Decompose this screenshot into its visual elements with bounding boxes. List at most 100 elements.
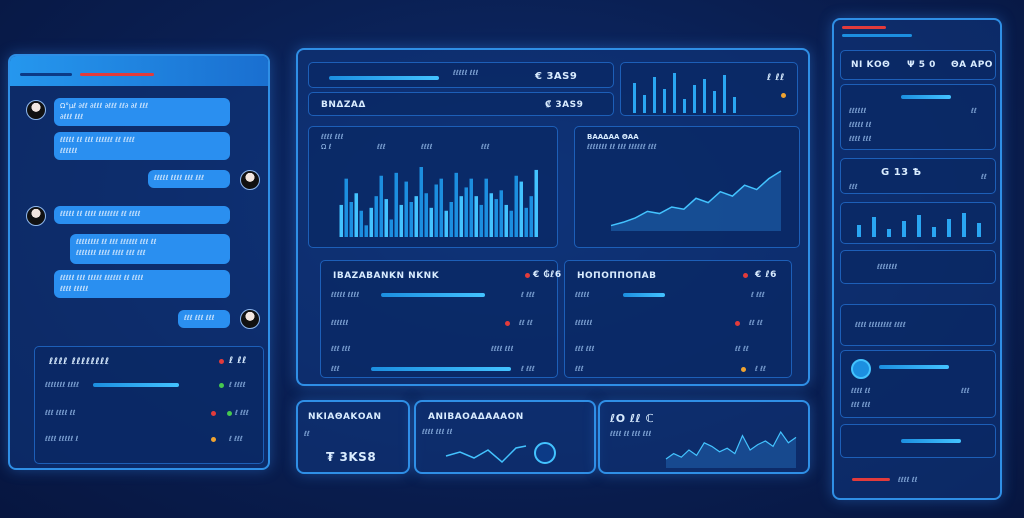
table-row-value: ℓℓ ℓℓ	[735, 345, 749, 353]
side-header-value: ΝΙ ΚΟΘ	[851, 60, 891, 70]
bar	[359, 210, 363, 237]
card-subtitle: ℓℓ	[304, 430, 310, 438]
status-dot-orange	[741, 367, 746, 372]
card-value: ₮ 3ΚЅ8	[326, 450, 377, 464]
status-dot-red	[525, 273, 530, 278]
bar	[409, 202, 413, 237]
side-list-card: ℓℓℓℓℓℓ ℓℓℓℓℓ ℓℓ ℓℓℓℓ ℓℓℓ ℓℓ	[840, 84, 996, 150]
side-indicator	[842, 26, 886, 29]
chart-title: ΒΑΑΔΑΑ ΘΑΑ	[587, 133, 639, 141]
chat-panel: Ω°μℓ ∂ℓℓ ∂ℓℓℓ ∂ℓℓℓ ℓℓ∂ ∂ℓ ℓℓℓ ∂ℓℓℓ ℓℓℓ ℓ…	[8, 54, 270, 470]
table-row-label: ℓℓℓℓℓ	[575, 291, 590, 299]
mini-bar	[713, 91, 716, 113]
bar	[494, 199, 498, 237]
mini-bar	[723, 75, 726, 113]
bar	[449, 202, 453, 237]
avatar	[26, 100, 46, 120]
mini-bar	[663, 89, 666, 113]
profile-detail: ℓℓℓℓ ℓℓ	[851, 387, 871, 395]
table-row-value: ℓℓℓℓ ℓℓℓ	[491, 345, 514, 353]
mini-bar	[653, 77, 656, 113]
line-chart	[665, 430, 797, 468]
status-dot-orange	[211, 437, 216, 442]
bar	[389, 219, 393, 237]
bar	[439, 178, 443, 237]
bar	[379, 175, 383, 237]
bar	[374, 196, 378, 237]
bar	[364, 225, 368, 237]
side-bars-card	[840, 202, 996, 244]
stats-row-value: ℓ ℓℓℓ	[229, 435, 243, 443]
bar	[349, 202, 353, 237]
summary-card[interactable]: ΝΚΙΑΘΑΚΟΑΝ ℓℓ ₮ 3ΚЅ8	[296, 400, 410, 474]
bar	[354, 193, 358, 237]
side-footer-text: ℓℓℓℓ ℓℓ	[898, 476, 918, 484]
chat-message: ℓℓℓ ℓℓℓ ℓℓℓ	[178, 310, 230, 328]
status-dot-red	[505, 321, 510, 326]
avatar	[240, 309, 260, 329]
side-stat-card: G 13 Ѣ ℓℓℓ ℓℓ	[840, 158, 996, 194]
card-title: ΑΝΙΒΑΟΑΔΑΑΑΟΝ	[428, 412, 524, 422]
side-bar	[857, 225, 861, 237]
refresh-icon[interactable]	[534, 442, 556, 464]
table-row-value: ℓ ℓℓℓ	[521, 365, 535, 373]
table-row-value: ℓℓ ℓℓ	[519, 319, 533, 327]
side-bar	[932, 227, 936, 237]
side-bar	[887, 229, 891, 237]
mini-bar	[693, 85, 696, 113]
table-row-bar	[371, 367, 511, 371]
side-bar-chart	[857, 213, 981, 237]
stats-row-label: ℓℓℓℓℓℓℓ ℓℓℓℓ	[45, 381, 80, 389]
bar	[514, 175, 518, 237]
bar	[519, 181, 523, 237]
bar	[399, 204, 403, 237]
profile-bar	[879, 365, 949, 369]
card-subtitle: ℓℓℓℓ ℓℓ ℓℓℓ ℓℓℓ	[610, 430, 652, 438]
mini-bar	[683, 99, 686, 113]
stats-row-label: ℓℓℓ ℓℓℓℓ ℓℓ	[45, 409, 76, 417]
area-chart-card: ΒΑΑΔΑΑ ΘΑΑ ℓℓℓℓℓℓℓ ℓℓ ℓℓℓ ℓℓℓℓℓℓ ℓℓℓ	[574, 126, 800, 248]
bar	[414, 196, 418, 237]
side-stat-label: ℓℓℓℓℓℓℓ	[877, 263, 898, 271]
bar	[524, 207, 528, 237]
profile-value: ℓℓℓ	[961, 387, 970, 395]
chart-legend-item: ℓℓℓ	[481, 143, 490, 151]
bar	[484, 178, 488, 237]
chat-header	[10, 56, 268, 86]
side-bar	[917, 215, 921, 237]
bar	[344, 178, 348, 237]
stats-row-value: ℓ ℓℓℓ	[235, 409, 249, 417]
side-bar	[947, 219, 951, 237]
card-title: ΝΚΙΑΘΑΚΟΑΝ	[308, 412, 382, 422]
chat-message: Ω°μℓ ∂ℓℓ ∂ℓℓℓ ∂ℓℓℓ ℓℓ∂ ∂ℓ ℓℓℓ ∂ℓℓℓ ℓℓℓ	[54, 98, 230, 126]
side-bar	[977, 223, 981, 237]
profile-icon[interactable]	[851, 359, 871, 379]
status-dot-red	[735, 321, 740, 326]
dashboard-main-panel: ℓℓℓℓℓ ℓℓℓ € 3ΑЅ9 ΒΝΔΖΑΔ ₡ 3ΑЅ9 ℓ ℓℓ ℓℓℓℓ…	[296, 48, 810, 386]
side-list-bar	[901, 95, 951, 99]
chart-legend-item: ℓℓℓℓ	[421, 143, 433, 151]
trend-sparkline	[445, 445, 527, 464]
chat-message: ℓℓℓℓℓ ℓℓ ℓℓℓ ℓℓℓℓℓℓ ℓℓ ℓℓℓℓ ℓℓℓℓℓℓ	[54, 132, 230, 160]
side-bar	[902, 221, 906, 237]
bar	[469, 178, 473, 237]
bar	[454, 172, 458, 237]
side-indicator	[842, 34, 912, 37]
bar	[384, 199, 388, 237]
chat-message: ℓℓℓℓℓ ℓℓ ℓℓℓℓ ℓℓℓℓℓℓℓ ℓℓ ℓℓℓℓ	[54, 206, 230, 224]
summary-bar-2: ΒΝΔΖΑΔ ₡ 3ΑЅ9	[308, 92, 614, 116]
table-row-label: ℓℓℓℓℓ ℓℓℓℓ	[331, 291, 360, 299]
bar	[394, 172, 398, 237]
bar	[489, 193, 493, 237]
mini-bar	[703, 79, 706, 113]
side-stat-bar	[901, 439, 961, 443]
mini-bar-chart	[633, 73, 736, 113]
avatar	[240, 170, 260, 190]
area-line	[610, 170, 782, 227]
trend-card[interactable]: ΑΝΙΒΑΟΑΔΑΑΑΟΝ ℓℓℓℓ ℓℓℓ ℓℓ	[414, 400, 596, 474]
side-bar	[962, 213, 966, 237]
side-text: ℓℓℓℓ ℓℓℓℓℓℓℓℓ ℓℓℓℓ	[855, 321, 906, 329]
summary-value: € 3ΑЅ9	[535, 71, 578, 82]
bar	[479, 204, 483, 237]
summary-note: ℓℓℓℓℓ ℓℓℓ	[453, 69, 479, 77]
